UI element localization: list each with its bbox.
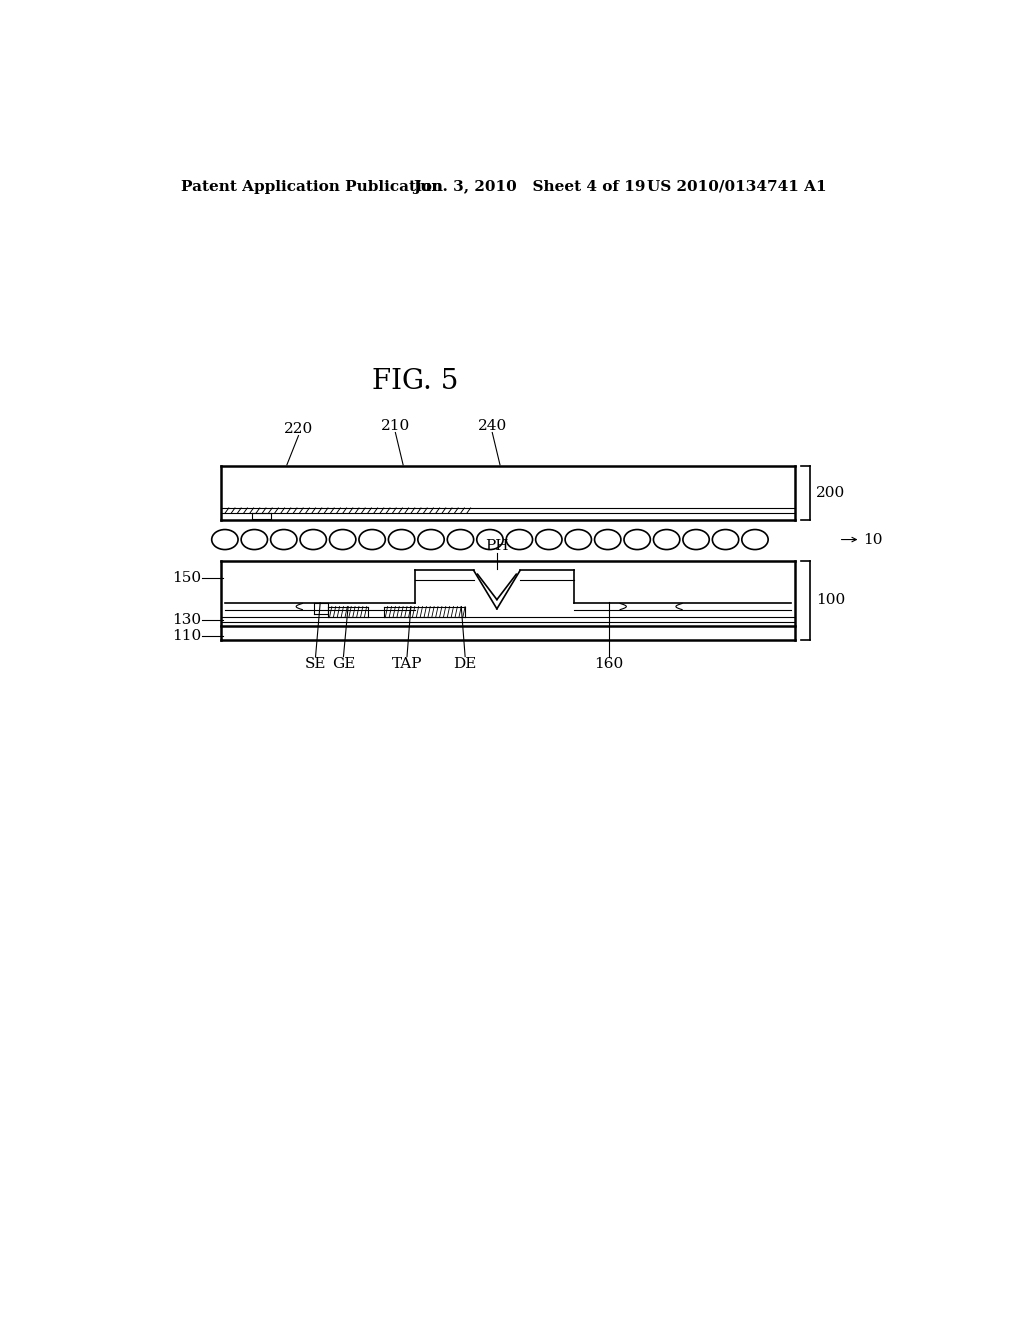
Text: 130: 130	[172, 612, 202, 627]
Text: SE: SE	[305, 656, 327, 671]
Text: PH: PH	[485, 540, 509, 553]
Text: 110: 110	[172, 628, 202, 643]
Text: 150: 150	[172, 572, 202, 585]
Text: 100: 100	[816, 594, 846, 607]
Text: DE: DE	[454, 656, 477, 671]
Text: Patent Application Publication: Patent Application Publication	[180, 180, 442, 194]
Text: Jun. 3, 2010   Sheet 4 of 19: Jun. 3, 2010 Sheet 4 of 19	[414, 180, 646, 194]
Text: 220: 220	[284, 421, 313, 436]
Text: 200: 200	[816, 486, 846, 500]
Text: GE: GE	[332, 656, 355, 671]
Text: 10: 10	[863, 532, 883, 546]
Text: 210: 210	[381, 418, 410, 433]
Text: US 2010/0134741 A1: US 2010/0134741 A1	[647, 180, 826, 194]
Text: FIG. 5: FIG. 5	[372, 368, 458, 395]
Text: 160: 160	[594, 656, 624, 671]
Text: TAP: TAP	[392, 656, 422, 671]
Text: 240: 240	[477, 418, 507, 433]
